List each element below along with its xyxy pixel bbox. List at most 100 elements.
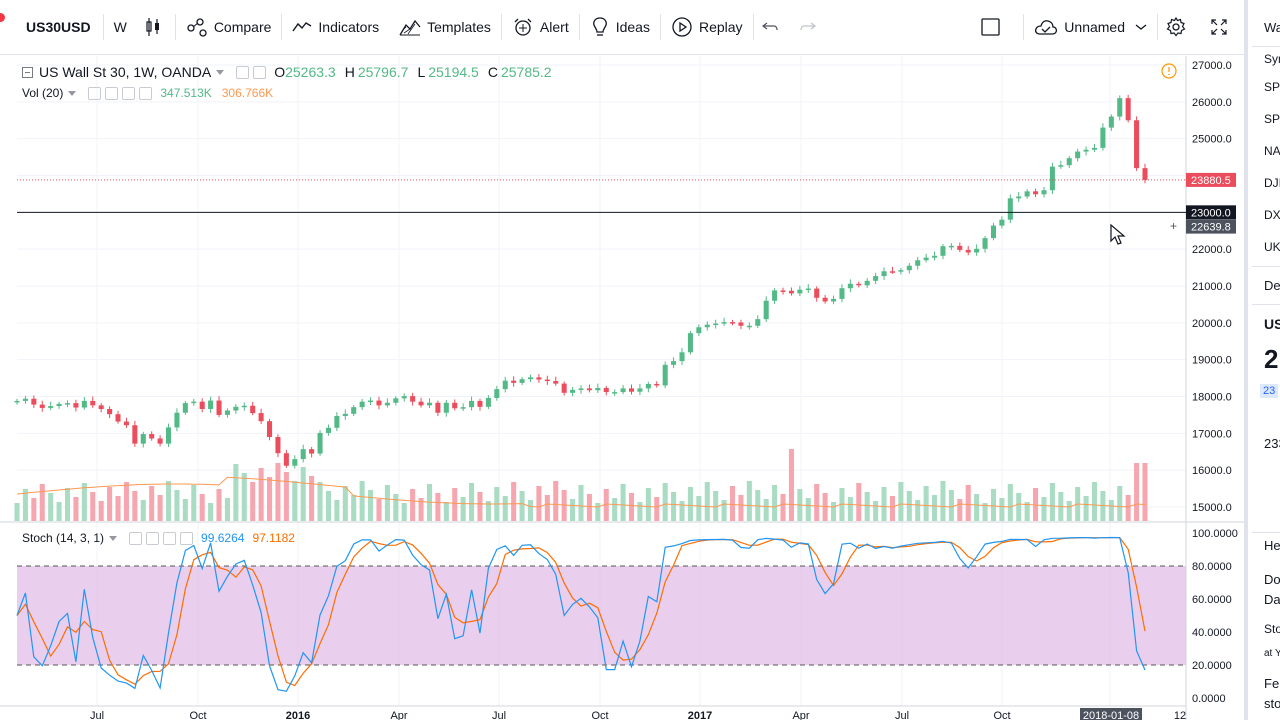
volume-bar	[1091, 482, 1098, 521]
stoch-tick-label: 80.0000	[1192, 561, 1232, 573]
candle-body	[1075, 151, 1081, 159]
eye-icon[interactable]	[236, 65, 250, 79]
gear-icon[interactable]	[253, 65, 267, 79]
volume-bar	[570, 499, 576, 521]
candle-body	[679, 352, 685, 362]
watchlist-item[interactable]: Wa	[1264, 20, 1280, 35]
indicators-button[interactable]: Indicators	[282, 8, 389, 46]
watchlist-item[interactable]: Fe	[1264, 676, 1280, 691]
interval-button[interactable]: W	[104, 8, 137, 46]
candle-body	[182, 403, 188, 413]
symbol-search-button[interactable]: US30USD	[0, 8, 103, 46]
ideas-button[interactable]: Ideas	[580, 8, 660, 46]
watchlist-item[interactable]: Da	[1264, 592, 1280, 607]
close-icon[interactable]	[180, 531, 194, 545]
eye-icon[interactable]	[88, 86, 102, 100]
watchlist-item[interactable]: DXY	[1264, 208, 1280, 222]
volume-bar	[359, 481, 365, 521]
add-icon[interactable]	[122, 86, 136, 100]
candle-body	[519, 379, 525, 383]
volume-bar	[174, 490, 180, 521]
chart-canvas[interactable]: 27000.0 26000.0 25000.0 22000.0 21000.0 20000…	[0, 56, 1244, 720]
chart-area[interactable]: 27000.0 26000.0 25000.0 22000.0 21000.0 20000…	[0, 56, 1244, 720]
volume-bar	[595, 503, 601, 521]
panel-divider	[1252, 532, 1280, 533]
settings-button[interactable]	[1158, 8, 1200, 46]
ohlc-open-value: 25263.3	[285, 64, 336, 80]
watchlist-item[interactable]: sto	[1264, 696, 1280, 711]
time-tick-label: 12	[1174, 710, 1186, 720]
chart-style-button[interactable]	[137, 8, 175, 46]
candle-body	[98, 405, 104, 410]
candle-body	[1033, 191, 1039, 195]
volume-bar	[544, 495, 550, 521]
main-legend: US Wall St 30, 1W, OANDA O 25263.3 H 257…	[22, 64, 552, 80]
volume-bar	[1125, 495, 1131, 521]
volume-bar	[805, 498, 811, 521]
redo-button[interactable]	[792, 8, 830, 46]
volume-bar	[906, 491, 912, 521]
collapse-icon[interactable]	[22, 66, 33, 78]
volume-bar	[864, 492, 870, 521]
candle-body	[780, 290, 786, 292]
watchlist-item[interactable]: DJI	[1264, 176, 1280, 190]
candle-body	[477, 400, 483, 407]
watchlist-item[interactable]: 23	[1260, 384, 1279, 398]
time-tick-label: Jul	[90, 710, 104, 720]
alert-label: Alert	[539, 19, 569, 35]
add-alert-plus-icon[interactable]: +	[1170, 219, 1177, 233]
save-layout-button[interactable]: Unnamed	[1024, 8, 1157, 46]
chevron-down-icon[interactable]	[68, 90, 77, 96]
volume-bar	[98, 501, 104, 521]
alert-button[interactable]: Alert	[502, 8, 579, 46]
volume-bar	[974, 494, 980, 521]
ohlc-close-value: 25785.2	[500, 64, 552, 80]
chevron-down-icon[interactable]	[216, 69, 225, 75]
volume-bar	[620, 484, 626, 521]
candle-body	[822, 297, 828, 302]
layout-toggle-button[interactable]	[965, 8, 1023, 46]
volume-bar	[957, 499, 963, 521]
volume-bar	[241, 473, 247, 521]
watchlist-item[interactable]: at Y	[1264, 648, 1280, 659]
watchlist-item[interactable]: Do	[1264, 572, 1280, 587]
watchlist-item[interactable]: SPY	[1264, 112, 1280, 126]
watchlist-item[interactable]: Sym	[1264, 52, 1280, 66]
toolbar-divider	[500, 14, 502, 40]
cloud-check-icon	[1035, 20, 1058, 35]
gear-icon[interactable]	[105, 86, 119, 100]
volume-bar	[267, 477, 273, 521]
replay-button[interactable]: Replay	[661, 8, 753, 46]
compare-button[interactable]: Compare	[176, 8, 282, 46]
time-tick-label: Oct	[591, 710, 608, 720]
undo-button[interactable]	[754, 8, 792, 46]
watchlist-item[interactable]: 2	[1264, 344, 1279, 374]
volume-bar	[1024, 502, 1030, 521]
watchlist-item[interactable]: US	[1264, 316, 1280, 332]
watchlist-item[interactable]: 233	[1264, 436, 1280, 451]
volume-bar	[654, 497, 660, 521]
watchlist-item[interactable]: Sto	[1264, 622, 1280, 636]
watchlist-item[interactable]: NAS	[1264, 144, 1280, 158]
chevron-down-icon[interactable]	[109, 535, 118, 541]
alert-clock-icon[interactable]	[1160, 62, 1178, 80]
gear-icon[interactable]	[146, 531, 160, 545]
templates-button[interactable]: Templates	[389, 8, 501, 46]
candle-body	[115, 414, 121, 422]
eye-icon[interactable]	[129, 531, 143, 545]
watchlist-item[interactable]: Hea	[1264, 538, 1280, 553]
add-icon[interactable]	[163, 531, 177, 545]
watchlist-item[interactable]: Det	[1264, 278, 1280, 293]
time-tick-label: Oct	[189, 710, 206, 720]
candle-body	[1024, 191, 1030, 197]
square-layout-icon	[981, 18, 1000, 36]
watchlist-item[interactable]: UK1	[1264, 240, 1280, 254]
volume-bar	[342, 486, 348, 521]
price-tick-label: 17000.0	[1192, 428, 1232, 440]
volume-bar	[999, 498, 1005, 521]
fullscreen-button[interactable]	[1200, 8, 1244, 46]
volume-bar	[898, 482, 904, 521]
watchlist-item[interactable]: SPX	[1264, 80, 1280, 94]
close-icon[interactable]	[139, 86, 153, 100]
volume-bar	[536, 486, 542, 521]
